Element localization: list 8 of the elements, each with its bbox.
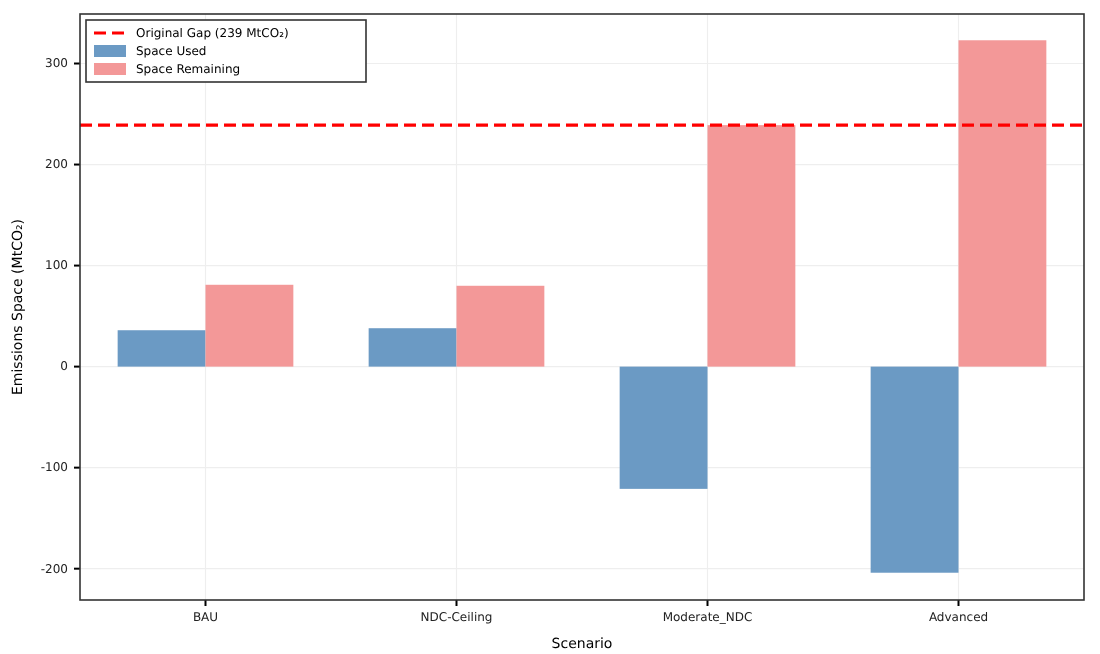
bar <box>368 328 457 367</box>
bar <box>456 285 545 367</box>
bar <box>958 40 1047 367</box>
bar <box>707 125 796 367</box>
bar <box>205 284 294 367</box>
bar <box>619 366 708 489</box>
bar <box>117 330 206 367</box>
bar <box>870 366 959 573</box>
